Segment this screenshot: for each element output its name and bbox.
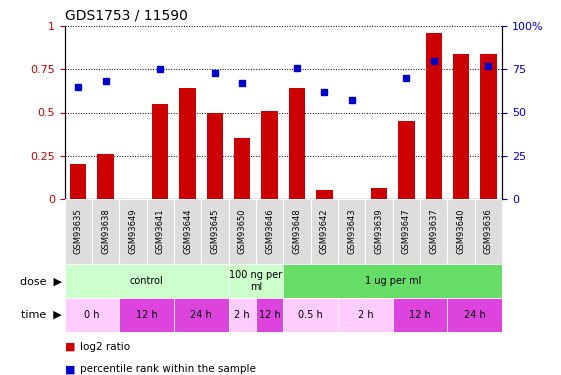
FancyBboxPatch shape	[338, 298, 393, 332]
Bar	[180, 88, 196, 199]
Text: 24 h: 24 h	[464, 310, 486, 320]
FancyBboxPatch shape	[283, 264, 502, 298]
FancyBboxPatch shape	[174, 298, 229, 332]
Bar	[316, 190, 333, 199]
FancyBboxPatch shape	[229, 199, 256, 264]
FancyBboxPatch shape	[256, 199, 283, 264]
Bar	[234, 138, 250, 199]
Bar	[398, 121, 415, 199]
Bar	[453, 54, 469, 199]
Text: GSM93643: GSM93643	[347, 209, 356, 254]
Bar	[70, 164, 86, 199]
FancyBboxPatch shape	[311, 199, 338, 264]
Text: GSM93644: GSM93644	[183, 209, 192, 254]
Text: GSM93637: GSM93637	[429, 209, 438, 254]
Text: GSM93650: GSM93650	[238, 209, 247, 254]
Text: 0.5 h: 0.5 h	[298, 310, 323, 320]
Text: GSM93649: GSM93649	[128, 209, 137, 254]
Text: GSM93648: GSM93648	[292, 209, 301, 254]
FancyBboxPatch shape	[256, 298, 283, 332]
FancyBboxPatch shape	[420, 199, 448, 264]
Text: 12 h: 12 h	[409, 310, 431, 320]
Bar	[98, 154, 114, 199]
FancyBboxPatch shape	[475, 199, 502, 264]
FancyBboxPatch shape	[92, 199, 119, 264]
Text: GSM93645: GSM93645	[210, 209, 219, 254]
Bar	[289, 88, 305, 199]
Text: GSM93641: GSM93641	[156, 209, 165, 254]
Text: percentile rank within the sample: percentile rank within the sample	[80, 364, 256, 374]
Text: GSM93636: GSM93636	[484, 209, 493, 254]
Text: time  ▶: time ▶	[21, 310, 62, 320]
Text: 1 ug per ml: 1 ug per ml	[365, 276, 421, 286]
Bar	[480, 54, 496, 199]
FancyBboxPatch shape	[174, 199, 201, 264]
Text: ■: ■	[65, 342, 75, 352]
Text: ■: ■	[65, 364, 75, 374]
FancyBboxPatch shape	[146, 199, 174, 264]
FancyBboxPatch shape	[65, 264, 229, 298]
Text: control: control	[130, 276, 163, 286]
FancyBboxPatch shape	[119, 298, 174, 332]
Text: GSM93646: GSM93646	[265, 209, 274, 254]
Text: GSM93647: GSM93647	[402, 209, 411, 254]
Text: GSM93639: GSM93639	[375, 209, 384, 254]
FancyBboxPatch shape	[229, 264, 283, 298]
Text: GSM93638: GSM93638	[101, 209, 110, 254]
Text: 24 h: 24 h	[190, 310, 212, 320]
FancyBboxPatch shape	[338, 199, 365, 264]
Text: 2 h: 2 h	[234, 310, 250, 320]
Text: 12 h: 12 h	[259, 310, 280, 320]
FancyBboxPatch shape	[365, 199, 393, 264]
FancyBboxPatch shape	[119, 199, 146, 264]
FancyBboxPatch shape	[229, 298, 256, 332]
FancyBboxPatch shape	[65, 199, 92, 264]
FancyBboxPatch shape	[393, 298, 448, 332]
Text: GDS1753 / 11590: GDS1753 / 11590	[65, 9, 187, 22]
Text: GSM93635: GSM93635	[73, 209, 82, 254]
FancyBboxPatch shape	[448, 199, 475, 264]
FancyBboxPatch shape	[393, 199, 420, 264]
Text: 0 h: 0 h	[84, 310, 100, 320]
FancyBboxPatch shape	[283, 199, 311, 264]
Bar	[425, 33, 442, 199]
Bar	[152, 104, 168, 199]
Text: GSM93642: GSM93642	[320, 209, 329, 254]
FancyBboxPatch shape	[283, 298, 338, 332]
Bar	[261, 111, 278, 199]
Text: 12 h: 12 h	[136, 310, 158, 320]
Text: log2 ratio: log2 ratio	[80, 342, 130, 352]
FancyBboxPatch shape	[201, 199, 229, 264]
FancyBboxPatch shape	[65, 298, 119, 332]
Bar	[371, 188, 387, 199]
FancyBboxPatch shape	[448, 298, 502, 332]
Text: 100 ng per
ml: 100 ng per ml	[229, 270, 283, 292]
Text: GSM93640: GSM93640	[457, 209, 466, 254]
Text: dose  ▶: dose ▶	[20, 276, 62, 286]
Bar	[206, 112, 223, 199]
Text: 2 h: 2 h	[357, 310, 373, 320]
